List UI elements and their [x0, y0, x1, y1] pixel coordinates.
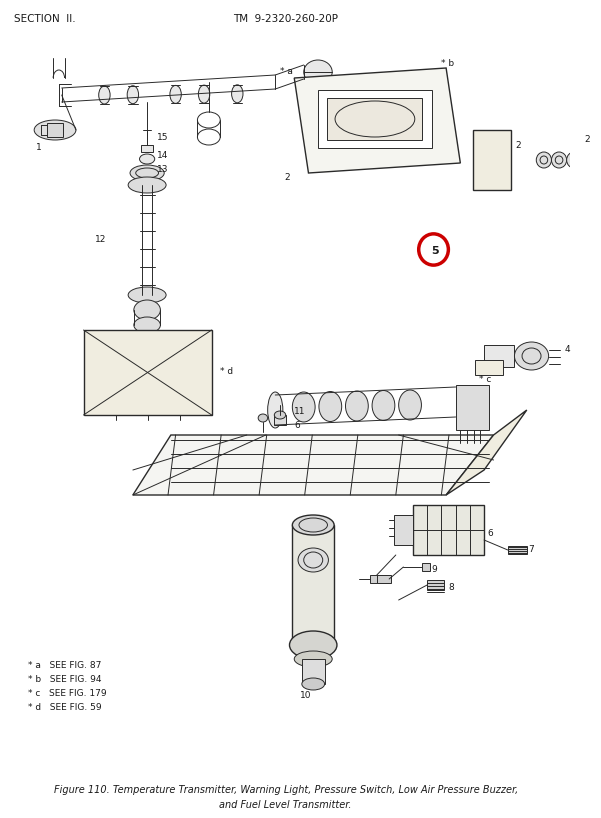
Text: 10: 10 — [300, 690, 311, 699]
Bar — [423, 563, 430, 571]
Ellipse shape — [294, 651, 332, 667]
Bar — [377, 575, 391, 583]
Text: 12: 12 — [95, 236, 106, 245]
Text: * a   SEE FIG. 87: * a SEE FIG. 87 — [28, 660, 102, 669]
Bar — [302, 659, 325, 684]
Bar — [427, 580, 444, 590]
Text: 15: 15 — [157, 133, 168, 142]
Text: SECTION  II.: SECTION II. — [14, 14, 76, 24]
Ellipse shape — [304, 60, 332, 84]
Bar — [475, 360, 503, 375]
Text: * d   SEE FIG. 59: * d SEE FIG. 59 — [28, 703, 102, 712]
Polygon shape — [294, 68, 460, 173]
Bar — [292, 525, 334, 645]
Bar — [394, 515, 413, 545]
Ellipse shape — [292, 515, 334, 535]
Text: * b   SEE FIG. 94: * b SEE FIG. 94 — [28, 675, 102, 684]
Ellipse shape — [290, 631, 337, 659]
Ellipse shape — [274, 411, 285, 419]
Ellipse shape — [134, 300, 160, 320]
Ellipse shape — [231, 85, 243, 103]
Ellipse shape — [319, 392, 342, 421]
Text: 5: 5 — [432, 246, 439, 257]
Ellipse shape — [267, 392, 283, 428]
Bar — [484, 345, 514, 367]
Ellipse shape — [128, 287, 166, 303]
Ellipse shape — [258, 414, 267, 422]
Ellipse shape — [372, 390, 395, 420]
Bar — [472, 130, 511, 190]
Bar — [456, 385, 489, 430]
Ellipse shape — [552, 152, 567, 168]
Text: 6: 6 — [294, 420, 300, 429]
Text: 9: 9 — [432, 565, 438, 574]
Text: 6: 6 — [487, 528, 493, 537]
Polygon shape — [446, 410, 527, 495]
Bar — [141, 145, 153, 152]
Text: TM  9-2320-260-20P: TM 9-2320-260-20P — [233, 14, 338, 24]
Ellipse shape — [198, 85, 210, 103]
Bar — [587, 150, 594, 175]
Ellipse shape — [170, 85, 182, 103]
Ellipse shape — [514, 342, 549, 370]
Text: Figure 110. Temperature Transmitter, Warning Light, Pressure Switch, Low Air Pre: Figure 110. Temperature Transmitter, War… — [53, 785, 518, 795]
Ellipse shape — [130, 165, 164, 181]
Bar — [328, 98, 423, 140]
Ellipse shape — [128, 177, 166, 193]
Bar — [84, 330, 212, 415]
Text: 1: 1 — [36, 143, 42, 152]
Bar — [508, 546, 527, 554]
Text: 4: 4 — [565, 345, 570, 354]
Text: 8: 8 — [448, 583, 454, 592]
Text: * c: * c — [480, 375, 492, 384]
Text: 11: 11 — [294, 407, 306, 416]
Text: 2: 2 — [284, 173, 290, 182]
Bar — [274, 415, 285, 425]
Text: 2: 2 — [516, 141, 521, 150]
Text: 14: 14 — [157, 151, 168, 160]
Ellipse shape — [134, 317, 160, 333]
Text: * d: * d — [220, 367, 233, 376]
Ellipse shape — [139, 154, 154, 164]
Ellipse shape — [34, 120, 76, 140]
Ellipse shape — [292, 392, 315, 422]
Ellipse shape — [398, 390, 421, 420]
Bar — [47, 123, 63, 137]
Ellipse shape — [127, 86, 139, 104]
Text: * b: * b — [441, 59, 454, 68]
Polygon shape — [133, 435, 493, 495]
Ellipse shape — [567, 152, 582, 168]
Bar — [370, 575, 389, 583]
Text: * a: * a — [280, 68, 293, 77]
Ellipse shape — [99, 86, 110, 104]
Bar — [318, 90, 432, 148]
Text: and Fuel Level Transmitter.: and Fuel Level Transmitter. — [219, 800, 352, 810]
Bar — [413, 505, 484, 555]
Text: 13: 13 — [157, 165, 168, 174]
Ellipse shape — [302, 678, 325, 690]
Ellipse shape — [298, 548, 328, 572]
Ellipse shape — [346, 391, 368, 421]
Text: 7: 7 — [529, 546, 534, 555]
Text: 2: 2 — [585, 136, 590, 145]
Ellipse shape — [536, 152, 552, 168]
Text: * c   SEE FIG. 179: * c SEE FIG. 179 — [28, 689, 107, 698]
